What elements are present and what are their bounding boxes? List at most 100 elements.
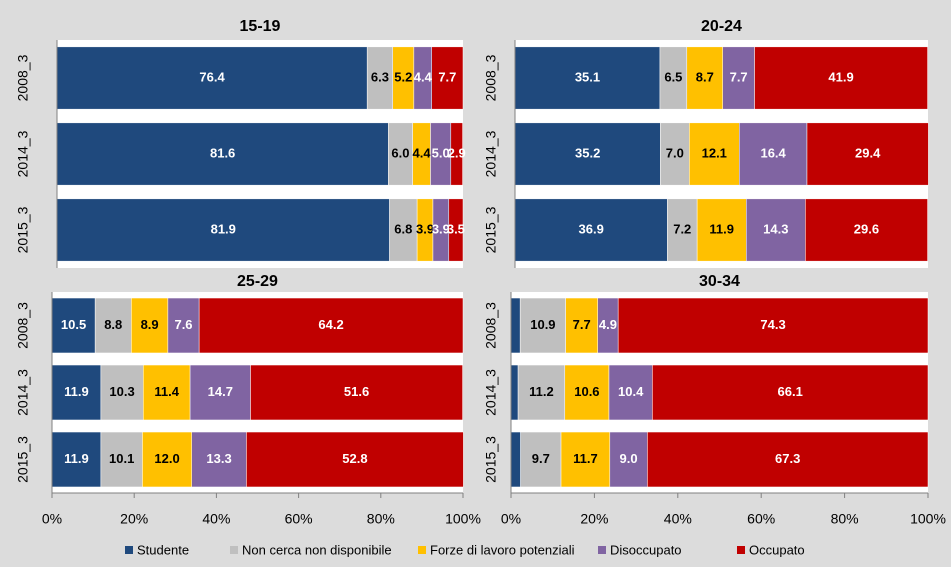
x-tick-label: 100% [910, 511, 946, 527]
bar-segment [722, 46, 755, 110]
value-label: 36.9 [579, 221, 604, 236]
legend-swatch [125, 546, 133, 554]
value-label: 11.4 [154, 384, 179, 399]
y-tick-label: 2014_3 [15, 130, 31, 177]
x-tick-label: 100% [445, 511, 481, 527]
x-tick-label: 80% [831, 511, 859, 527]
y-tick-label: 2015_3 [15, 436, 31, 483]
bar-segment [191, 431, 247, 488]
bar-segment [56, 46, 368, 110]
value-label: 14.7 [208, 384, 233, 399]
value-label: 11.7 [573, 451, 598, 466]
value-label: 3.5 [447, 221, 465, 236]
value-label: 41.9 [828, 69, 853, 84]
legend-label: Occupato [749, 542, 805, 557]
legend-swatch [598, 546, 606, 554]
x-tick-label: 20% [120, 511, 148, 527]
value-label: 8.9 [141, 317, 159, 332]
y-tick-label: 2015_3 [483, 436, 499, 483]
bar-segment [100, 364, 144, 421]
bar-segment [51, 364, 102, 421]
value-label: 9.0 [620, 451, 638, 466]
legend-label: Disoccupato [610, 542, 682, 557]
value-label: 10.1 [109, 451, 134, 466]
bar-segment [617, 297, 929, 354]
value-label: 64.2 [318, 317, 343, 332]
value-label: 52.8 [342, 451, 367, 466]
bar-segment [366, 46, 394, 110]
x-tick-label: 0% [501, 511, 521, 527]
value-label: 7.7 [573, 317, 591, 332]
x-tick-label: 20% [580, 511, 608, 527]
value-label: 3.9 [416, 221, 434, 236]
value-label: 7.7 [730, 69, 748, 84]
y-tick-label: 2014_3 [15, 369, 31, 416]
bar-segment [647, 431, 929, 488]
value-label: 7.2 [673, 221, 691, 236]
value-label: 4.4 [413, 145, 432, 160]
value-label: 16.4 [760, 145, 786, 160]
value-label: 14.3 [763, 221, 788, 236]
value-label: 11.2 [529, 384, 554, 399]
bar-segment [565, 297, 598, 354]
value-label: 5.0 [432, 145, 450, 160]
legend-label: Studente [137, 542, 189, 557]
value-label: 11.9 [64, 384, 89, 399]
value-label: 6.3 [371, 69, 389, 84]
bar-segment [696, 198, 747, 262]
bar-segment [609, 431, 648, 488]
bar-segment [510, 431, 521, 488]
legend-label: Non cerca non disponibile [242, 542, 392, 557]
x-tick-label: 40% [202, 511, 230, 527]
value-label: 35.2 [575, 145, 600, 160]
value-label: 6.0 [391, 145, 409, 160]
bar-segment [246, 431, 464, 488]
panel-title: 25-29 [237, 273, 278, 290]
bar-segment [51, 431, 102, 488]
bar-segment [388, 122, 413, 186]
panel-title: 15-19 [240, 18, 281, 35]
value-label: 7.0 [666, 145, 684, 160]
value-label: 10.3 [109, 384, 134, 399]
bar-segment [167, 297, 200, 354]
x-tick-label: 40% [664, 511, 692, 527]
y-tick-label: 2008_3 [483, 302, 499, 349]
bar-segment [250, 364, 463, 421]
bar-segment [198, 297, 464, 354]
bar-segment [652, 364, 929, 421]
bar-segment [56, 122, 389, 186]
bar-segment [142, 364, 191, 421]
bar-segment [660, 122, 690, 186]
value-label: 3.9 [432, 221, 450, 236]
bar-segment [805, 198, 928, 262]
value-label: 6.5 [664, 69, 682, 84]
value-label: 8.8 [104, 317, 122, 332]
bar-segment [510, 297, 521, 354]
legend-label: Forze di lavoro potenziali [430, 542, 575, 557]
x-tick-label: 60% [285, 511, 313, 527]
bar-segment [94, 297, 132, 354]
legend-swatch [230, 546, 238, 554]
y-tick-label: 2008_3 [15, 302, 31, 349]
x-tick-label: 60% [747, 511, 775, 527]
bar-segment [754, 46, 928, 110]
bar-segment [142, 431, 192, 488]
value-label: 7.7 [438, 69, 456, 84]
value-label: 51.6 [344, 384, 369, 399]
y-tick-label: 2014_3 [483, 369, 499, 416]
y-tick-label: 2008_3 [15, 54, 31, 101]
value-label: 5.2 [394, 69, 412, 84]
bar-segment [517, 364, 566, 421]
bar-segment [189, 364, 251, 421]
value-label: 8.7 [696, 69, 714, 84]
y-tick-label: 2014_3 [483, 130, 499, 177]
bar-segment [100, 431, 143, 488]
bar-segment [686, 46, 723, 110]
value-label: 4.9 [599, 317, 617, 332]
panel-title: 30-34 [699, 273, 740, 290]
panel-title: 20-24 [701, 18, 742, 35]
value-label: 7.6 [174, 317, 192, 332]
bar-segment [448, 198, 464, 262]
